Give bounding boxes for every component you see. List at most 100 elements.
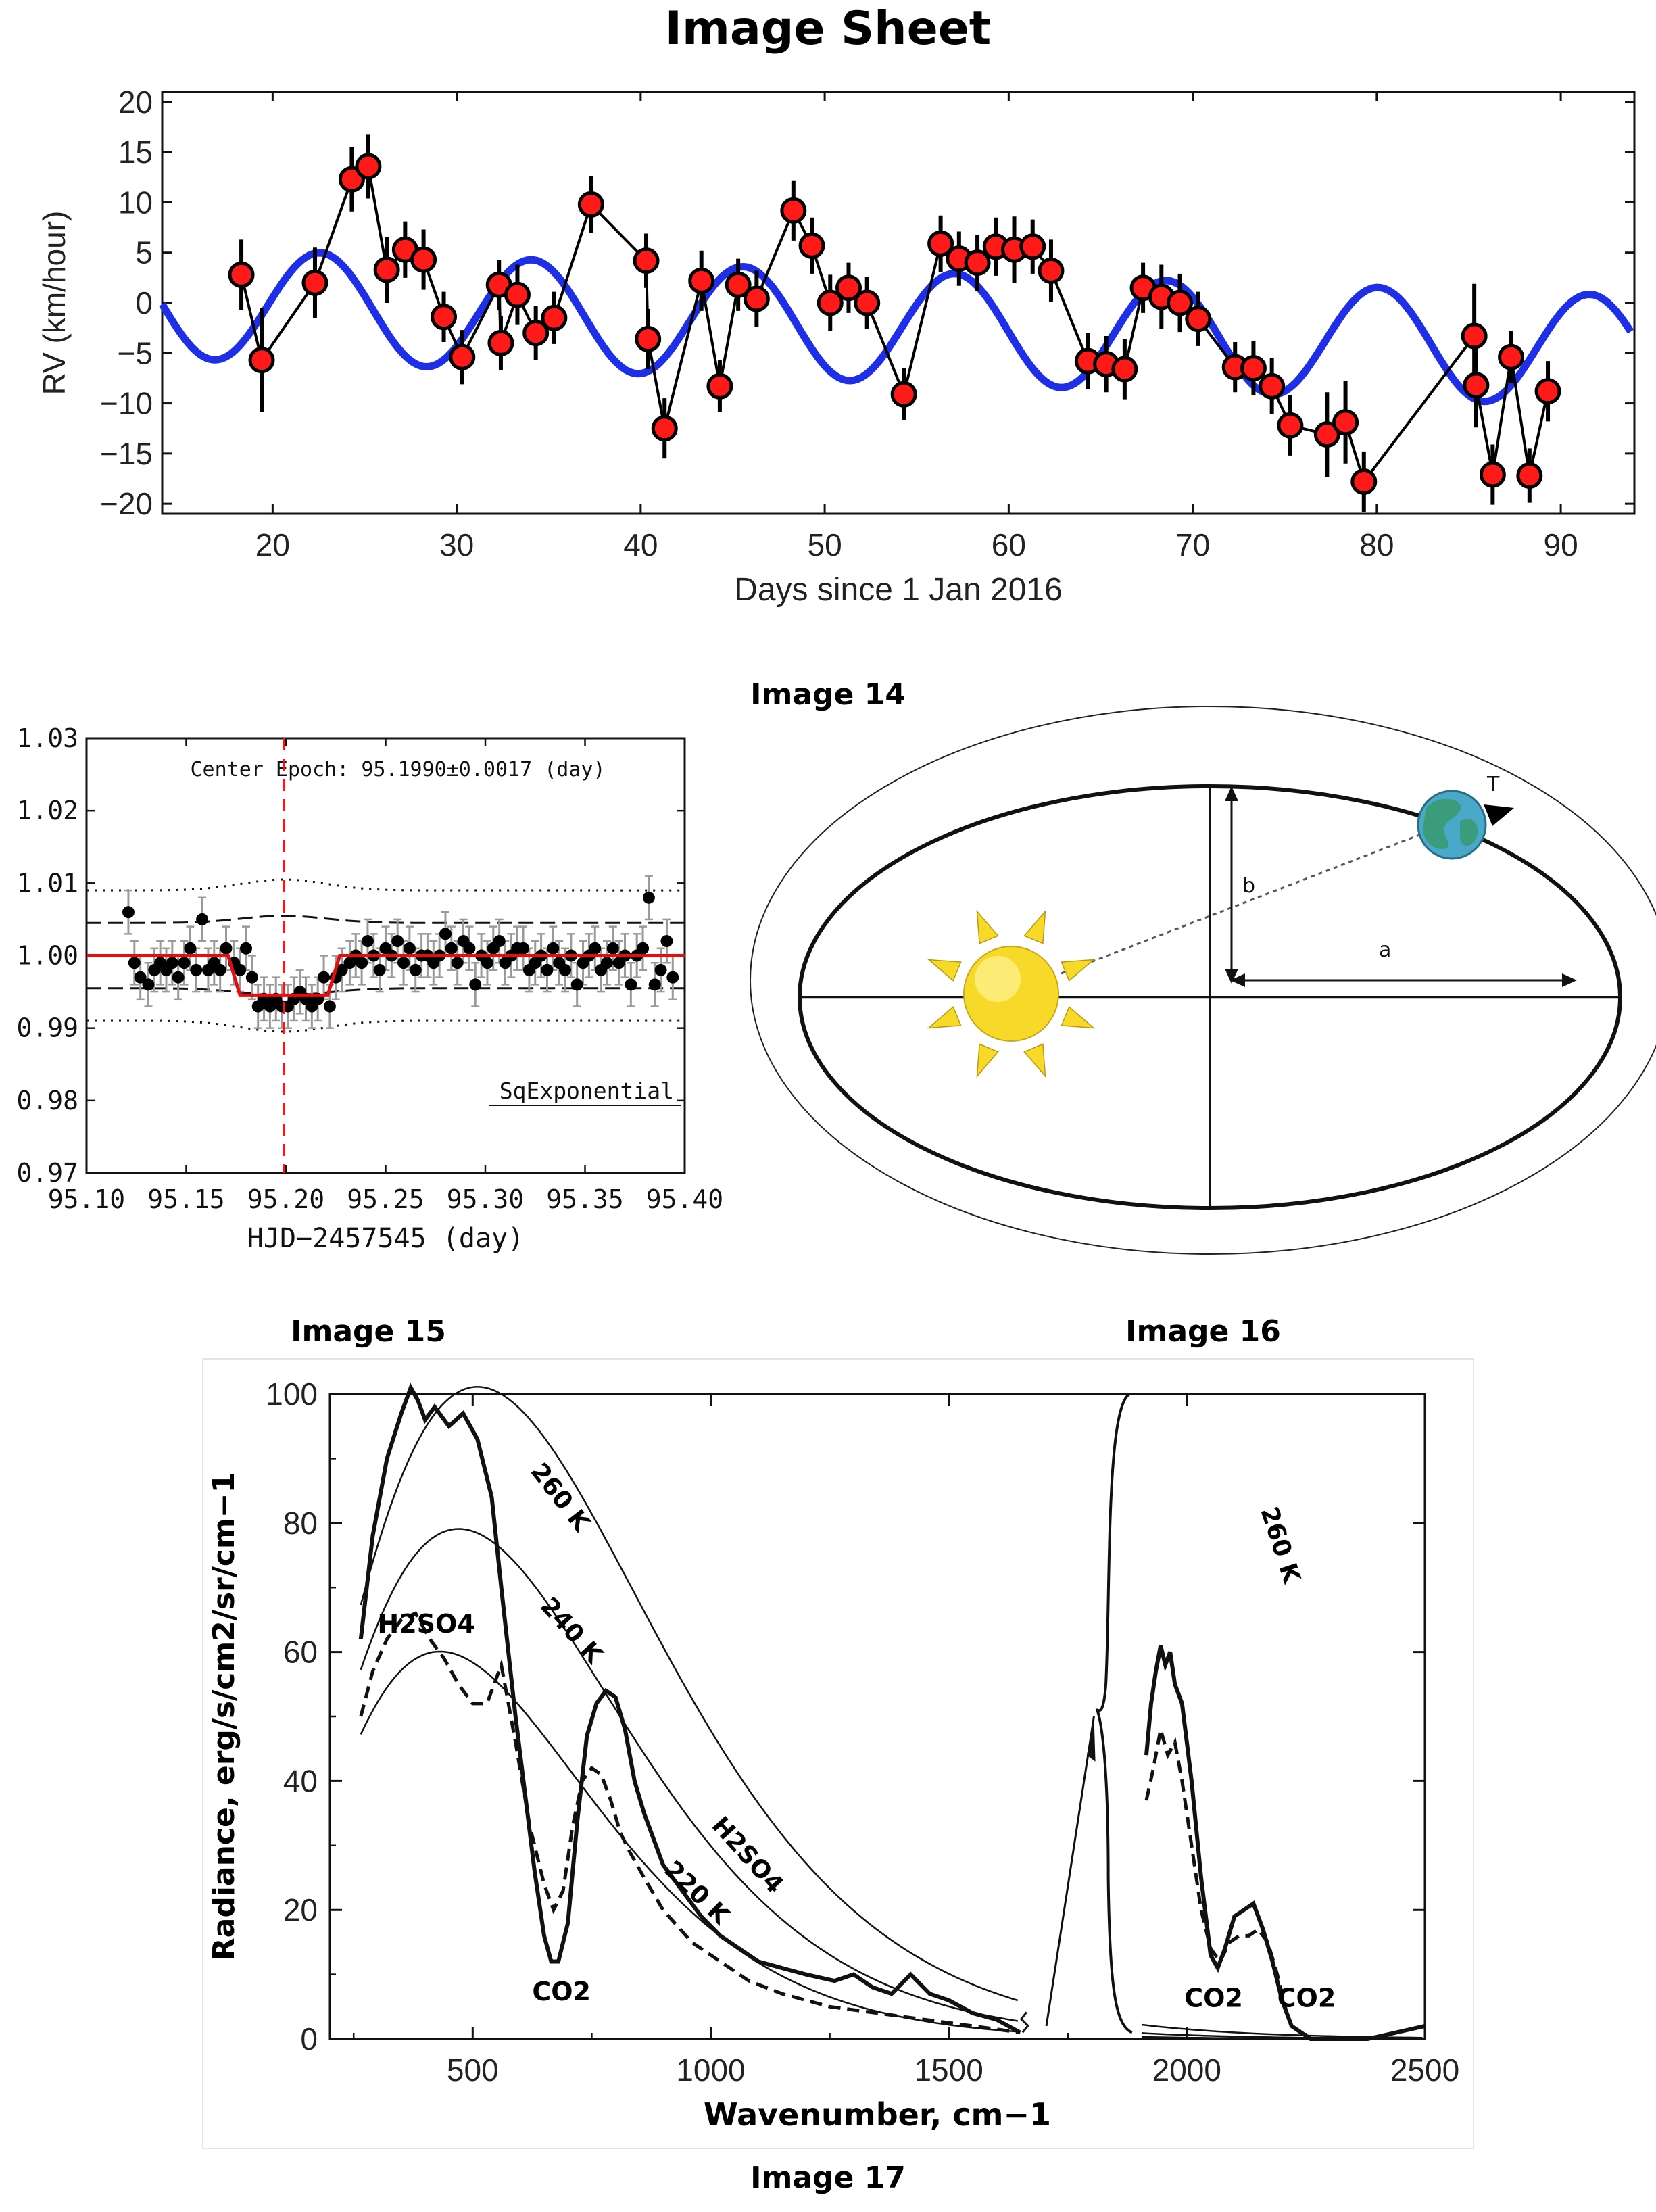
flux-point bbox=[208, 957, 220, 969]
focus-planet-line bbox=[1061, 834, 1420, 975]
flux-point bbox=[445, 942, 458, 955]
flux-point bbox=[505, 949, 518, 962]
x-tick-label: 1500 bbox=[914, 2052, 983, 2088]
flux-point bbox=[397, 957, 410, 969]
orbit-diagram-group: b a T bbox=[750, 706, 1656, 1255]
flux-point bbox=[228, 957, 241, 969]
sun-ray bbox=[1023, 909, 1046, 944]
rv-point bbox=[1240, 355, 1267, 382]
x-tick-label: 95.20 bbox=[247, 1184, 324, 1214]
rv-point bbox=[1185, 306, 1212, 333]
flux-point bbox=[349, 949, 362, 962]
flux-point bbox=[134, 971, 147, 984]
flux-point bbox=[535, 949, 547, 962]
flux-point bbox=[245, 971, 258, 984]
flux-point bbox=[201, 963, 214, 976]
rv-point bbox=[1019, 233, 1046, 260]
sun-disk bbox=[963, 946, 1059, 1042]
flux-point bbox=[409, 963, 422, 976]
flux-point bbox=[385, 949, 398, 962]
y-tick-label: 0.98 bbox=[16, 1086, 78, 1115]
upper-dashed-band bbox=[87, 915, 685, 924]
flux-point bbox=[306, 1000, 318, 1013]
rv-point bbox=[688, 267, 715, 294]
caption-image-17: Image 17 bbox=[750, 2161, 906, 2195]
observed-solid-spectrum bbox=[358, 1382, 1021, 2035]
sun-ray bbox=[976, 909, 999, 944]
rv-point bbox=[431, 304, 458, 331]
flux-point bbox=[553, 957, 566, 969]
flux-point bbox=[234, 963, 247, 976]
y-tick-label: 20 bbox=[118, 85, 153, 120]
y-axis-label: Radiance, erg/s/cm2/sr/cm−1 bbox=[207, 1472, 241, 1961]
rv-point bbox=[890, 381, 917, 408]
rv-point bbox=[577, 191, 604, 218]
sun-ray bbox=[976, 1043, 999, 1078]
flux-point bbox=[142, 978, 155, 991]
flux-point bbox=[469, 978, 482, 991]
flux-point bbox=[270, 992, 283, 1005]
blackbody-260k-right bbox=[1141, 2023, 1423, 2039]
rv-point bbox=[541, 304, 568, 331]
flux-point bbox=[642, 891, 655, 904]
rv-point bbox=[338, 166, 365, 193]
label-240k: 240 K bbox=[535, 1592, 608, 1669]
observed-dashed-spectrum bbox=[359, 1611, 1021, 2034]
scale-arrow-line bbox=[1045, 1716, 1095, 2027]
flux-point bbox=[276, 1000, 289, 1013]
observed-solid-spectrum bbox=[1144, 1645, 1426, 2041]
flux-point bbox=[433, 949, 446, 962]
plot-frame bbox=[328, 1393, 1426, 2040]
flux-point bbox=[240, 942, 252, 955]
flux-point bbox=[190, 963, 203, 976]
outer-orbit-ring bbox=[750, 706, 1656, 1255]
rv-point bbox=[301, 269, 328, 296]
rv-point bbox=[635, 325, 662, 352]
scale-arrow-head bbox=[1086, 1716, 1096, 1762]
flux-point bbox=[570, 978, 583, 991]
flux-point bbox=[487, 942, 500, 955]
flux-point bbox=[367, 949, 380, 962]
y-tick-label: −20 bbox=[100, 486, 153, 521]
flux-point bbox=[361, 935, 374, 948]
rv-point bbox=[706, 372, 733, 400]
rv-point bbox=[485, 271, 512, 298]
flux-point bbox=[637, 942, 650, 955]
rv-point bbox=[449, 343, 476, 370]
label-260k: 260 K bbox=[525, 1458, 595, 1537]
flux-point bbox=[128, 957, 141, 969]
flux-point bbox=[648, 978, 661, 991]
flux-point bbox=[583, 949, 595, 962]
y-axis-label: RV (km/hour) bbox=[36, 211, 72, 395]
rv-point bbox=[373, 256, 400, 283]
y-tick-label: 0 bbox=[300, 2021, 318, 2057]
rv-point bbox=[1129, 274, 1156, 302]
transit-model-line bbox=[87, 954, 685, 997]
rv-point bbox=[1111, 356, 1138, 383]
rv-point bbox=[725, 271, 752, 298]
lower-dotted-band bbox=[87, 1019, 685, 1033]
axis-break-marker bbox=[1019, 2011, 1029, 2034]
label-h2so4-right: H2SO4 bbox=[706, 1812, 789, 1899]
flux-point bbox=[148, 963, 161, 976]
sun-ray bbox=[927, 959, 962, 982]
rv-point bbox=[1001, 236, 1028, 263]
rv-point bbox=[798, 232, 825, 259]
rv-point bbox=[1093, 351, 1120, 378]
flux-point bbox=[499, 957, 512, 969]
rv-point bbox=[964, 249, 991, 276]
rv-plot-area: 20 30 40 50 60 70 80 9020151050−5−10−15−20Days … bbox=[36, 85, 1636, 608]
y-tick-label: 100 bbox=[266, 1376, 318, 1412]
rv-point bbox=[391, 236, 418, 263]
flux-point bbox=[415, 949, 428, 962]
y-tick-label: −15 bbox=[100, 436, 153, 471]
flux-point bbox=[220, 942, 233, 955]
x-tick-label: 60 bbox=[992, 527, 1026, 562]
rv-point bbox=[743, 285, 770, 312]
flux-point bbox=[293, 986, 306, 999]
rv-point bbox=[410, 246, 437, 273]
center-epoch-annotation: Center Epoch: 95.1990±0.0017 (day) bbox=[190, 758, 605, 782]
y-tick-label: −10 bbox=[100, 386, 153, 421]
rv-point bbox=[927, 230, 954, 257]
